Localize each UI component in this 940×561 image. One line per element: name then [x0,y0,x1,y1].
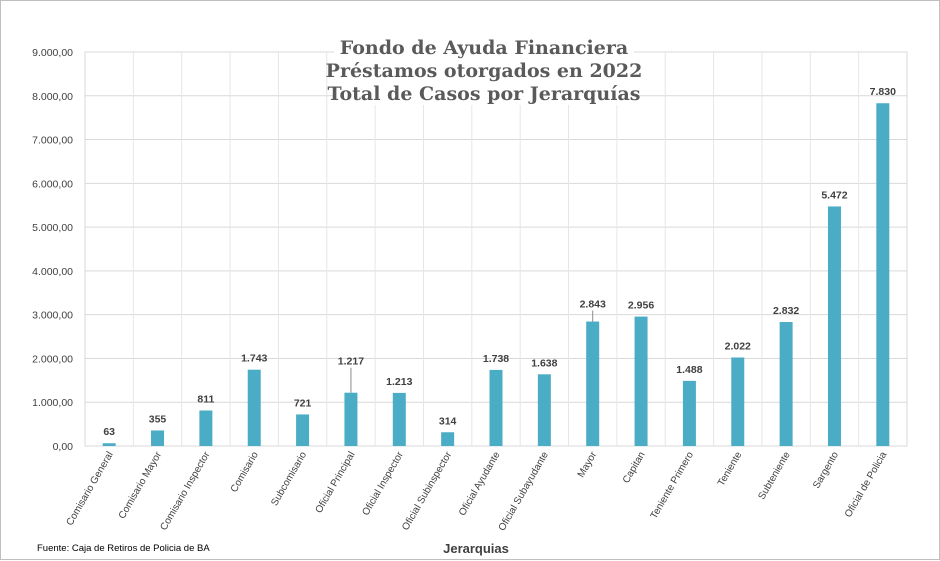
x-tick-label: Oficial Principal [314,450,358,515]
x-axis-label: Jerarquias [443,541,509,556]
data-label: 1.738 [483,353,509,365]
y-tick-label: 9.000,00 [32,47,73,59]
y-tick-label: 1.000,00 [32,397,73,409]
data-label: 314 [439,415,457,427]
bar [827,206,841,446]
y-tick-label: 7.000,00 [32,135,73,147]
title-background [334,31,634,105]
x-tick-label: Teniente [716,450,745,489]
bar [344,392,358,446]
x-tick-label: Subteniente [756,450,792,502]
y-tick-label: 8.000,00 [32,91,73,103]
x-tick-label: Oficial Inspector [361,449,407,517]
bar [634,316,648,446]
bar [102,443,116,446]
y-tick-label: 5.000,00 [32,222,73,234]
title-line: Total de Casos por Jerarquías [328,83,641,105]
data-label: 721 [294,397,312,409]
data-label: 811 [197,393,214,405]
x-tick-label: Oficial Subayudante [497,450,551,533]
x-tick-label: Oficial Subinspector [400,449,454,532]
x-tick-label: Comisario [229,450,261,495]
data-label: 2.843 [580,299,606,311]
data-label: 5.472 [821,189,847,201]
bar [199,410,213,446]
x-axis-ticks: Comisario General Comisario MayorComisari… [65,449,890,533]
bar [779,322,793,446]
x-tick-label: Comisario Mayor [117,449,165,521]
y-tick-label: 3.000,00 [32,310,73,322]
data-label: 1.743 [241,353,267,365]
bar [392,392,406,446]
x-tick-label: Sargento [811,450,841,491]
data-label: 1.213 [386,376,412,388]
bar [731,357,745,446]
data-label: 63 [103,426,115,438]
data-label: 2.956 [628,300,654,312]
data-label: 1.638 [531,357,557,369]
bar [489,369,503,446]
bar [247,369,261,446]
data-label: 2.022 [725,340,751,352]
bar [586,321,600,446]
y-axis-ticks: 0,00 1.000,00 2.000,00 3.000,00 4.000,00 5.00… [32,47,73,453]
data-label: 355 [149,413,167,425]
source-note: Fuente: Caja de Retiros de Policia de BA [37,543,210,554]
data-label: 2.832 [773,305,799,317]
data-label: 1.217 [338,356,364,368]
x-tick-label: Comisario Inspector [158,449,212,532]
x-tick-label: Capitan [621,450,648,485]
x-tick-label: Mayor [576,449,600,479]
y-tick-label: 0,00 [53,441,74,453]
bar [441,432,455,446]
bar [296,414,310,446]
data-labels: 63 355 811 1.743 721 1.217 1.213 314 1.738 1.638 2… [103,86,896,438]
bar [151,430,165,446]
y-tick-label: 6.000,00 [32,178,73,190]
y-tick-label: 4.000,00 [32,266,73,278]
bar [876,103,890,446]
x-tick-label: Subcomisario [269,450,309,508]
x-tick-label: Oficial Ayudante [457,450,503,518]
gridlines [85,52,907,446]
x-tick-label: Oficial de Policia [843,450,890,520]
data-label: 1.488 [676,364,702,376]
x-tick-label: Comisario General [65,450,116,528]
data-label: 7.830 [870,86,896,98]
y-tick-label: 2.000,00 [32,353,73,365]
bars [102,103,890,446]
bar [537,374,551,446]
title-line: Fondo de Ayuda Financiera [340,37,628,59]
title-line: Préstamos otorgados en 2022 [326,60,643,82]
x-tick-label: Teniente Primero [649,450,697,521]
bar [682,380,696,446]
